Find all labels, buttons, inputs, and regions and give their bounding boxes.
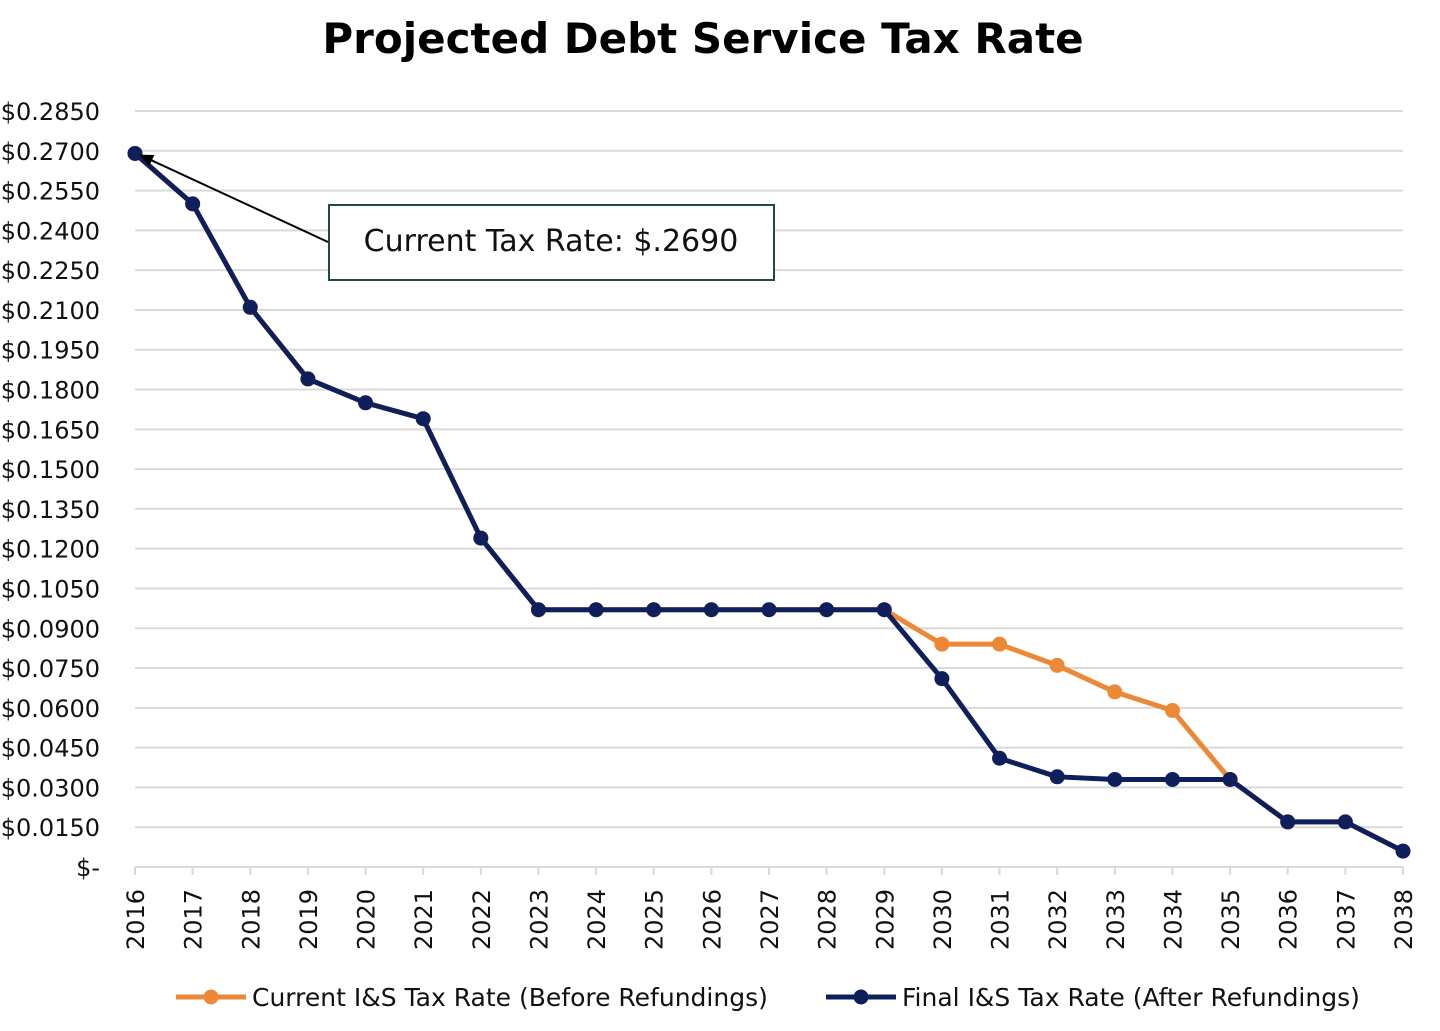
y-tick-label: $0.0300 xyxy=(1,774,100,802)
legend-label-current: Current I&S Tax Rate (Before Refundings) xyxy=(252,983,768,1012)
y-tick-label: $0.2100 xyxy=(1,297,100,325)
x-tick-label: 2028 xyxy=(814,889,842,950)
data-point-final xyxy=(1164,771,1180,787)
annotation-arrow xyxy=(139,154,329,243)
data-point-final xyxy=(703,602,719,618)
data-point-current xyxy=(1049,657,1065,673)
data-point-final xyxy=(1107,771,1123,787)
x-tick-label: 2023 xyxy=(525,889,553,950)
y-tick-label: $0.1050 xyxy=(1,575,100,603)
y-tick-label: $- xyxy=(76,854,100,882)
data-point-final xyxy=(415,411,431,427)
x-tick-label: 2020 xyxy=(353,889,381,950)
data-point-final xyxy=(934,671,950,687)
data-point-final xyxy=(473,530,489,546)
x-tick-label: 2034 xyxy=(1159,889,1187,950)
data-point-final xyxy=(992,750,1008,766)
data-point-final xyxy=(300,371,316,387)
data-point-final xyxy=(588,602,604,618)
x-tick-label: 2031 xyxy=(987,889,1015,950)
x-tick-label: 2035 xyxy=(1217,889,1245,950)
data-point-final xyxy=(185,196,201,212)
data-point-current xyxy=(992,636,1008,652)
x-tick-label: 2026 xyxy=(698,889,726,950)
x-tick-label: 2037 xyxy=(1332,889,1360,950)
x-tick-label: 2032 xyxy=(1044,889,1072,950)
x-tick-label: 2036 xyxy=(1275,889,1303,950)
data-point-current xyxy=(934,636,950,652)
x-tick-label: 2029 xyxy=(871,889,899,950)
legend-marker-current xyxy=(203,989,219,1005)
y-tick-label: $0.0600 xyxy=(1,695,100,723)
legend-marker-final xyxy=(853,989,869,1005)
y-tick-label: $0.1500 xyxy=(1,456,100,484)
y-tick-label: $0.1800 xyxy=(1,377,100,405)
x-tick-label: 2016 xyxy=(122,889,150,950)
y-tick-label: $0.0450 xyxy=(1,735,100,763)
y-tick-label: $0.2400 xyxy=(1,217,100,245)
x-tick-label: 2025 xyxy=(641,889,669,950)
y-tick-label: $0.1950 xyxy=(1,337,100,365)
data-point-final xyxy=(358,395,374,411)
data-point-final xyxy=(242,299,258,315)
y-tick-label: $0.0150 xyxy=(1,814,100,842)
data-point-final xyxy=(1395,843,1411,859)
chart-title: Projected Debt Service Tax Rate xyxy=(322,14,1083,63)
data-point-final xyxy=(1049,769,1065,785)
x-tick-label: 2038 xyxy=(1390,889,1418,950)
y-tick-label: $0.1350 xyxy=(1,496,100,524)
data-point-final xyxy=(1337,814,1353,830)
data-point-final xyxy=(761,602,777,618)
data-point-final xyxy=(1280,814,1296,830)
x-tick-label: 2019 xyxy=(295,889,323,950)
data-point-final xyxy=(127,145,143,161)
legend-label-final: Final I&S Tax Rate (After Refundings) xyxy=(902,983,1360,1012)
y-tick-label: $0.2250 xyxy=(1,257,100,285)
x-tick-label: 2033 xyxy=(1102,889,1130,950)
y-tick-label: $0.0750 xyxy=(1,655,100,683)
data-point-final xyxy=(819,602,835,618)
x-tick-label: 2018 xyxy=(237,889,265,950)
y-tick-label: $0.1200 xyxy=(1,536,100,564)
data-point-final xyxy=(646,602,662,618)
x-tick-label: 2017 xyxy=(180,889,208,950)
data-point-current xyxy=(1164,702,1180,718)
x-tick-label: 2022 xyxy=(468,889,496,950)
x-tick-label: 2021 xyxy=(410,889,438,950)
x-tick-label: 2030 xyxy=(929,889,957,950)
x-tick-label: 2027 xyxy=(756,889,784,950)
data-point-final xyxy=(876,602,892,618)
data-point-final xyxy=(1222,771,1238,787)
data-point-final xyxy=(530,602,546,618)
y-tick-label: $0.2850 xyxy=(1,98,100,126)
y-tick-label: $0.1650 xyxy=(1,416,100,444)
y-tick-label: $0.2700 xyxy=(1,138,100,166)
annotation-box xyxy=(328,204,775,281)
y-tick-label: $0.0900 xyxy=(1,615,100,643)
annotation-text: Current Tax Rate: $.2690 xyxy=(364,224,739,259)
x-tick-label: 2024 xyxy=(583,889,611,950)
y-tick-label: $0.2550 xyxy=(1,178,100,206)
data-point-current xyxy=(1107,684,1123,700)
